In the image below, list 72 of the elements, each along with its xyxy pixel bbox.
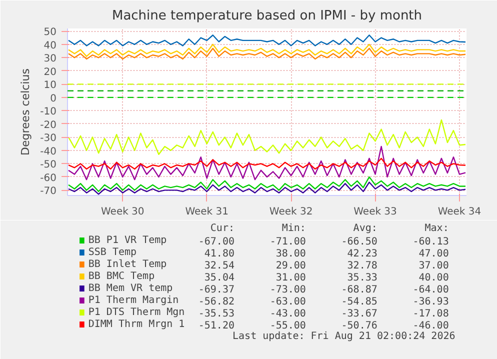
legend-label: P1 Therm Margin xyxy=(88,295,179,306)
text: -35.53 xyxy=(198,308,234,320)
y-tick-label: 0 xyxy=(50,93,57,104)
y-tick-label: -70 xyxy=(40,186,57,198)
y-tick-label: 50 xyxy=(44,27,57,38)
text: -17.08 xyxy=(412,308,449,320)
text: -46.00 xyxy=(412,320,449,332)
y-tick-label: -20 xyxy=(40,120,57,131)
text: Avg: xyxy=(353,223,378,234)
line-series xyxy=(68,48,466,60)
x-tick-label: Week 31 xyxy=(185,206,229,218)
y-tick-label: -40 xyxy=(40,146,57,158)
x-tick-label: Week 33 xyxy=(354,206,397,218)
text: -66.50 xyxy=(341,236,378,248)
legend-label: BB Mem VR temp xyxy=(88,283,173,294)
text: -51.20 xyxy=(198,320,234,332)
line-series xyxy=(68,146,466,180)
text: -64.00 xyxy=(412,284,449,296)
y-tick-label: -50 xyxy=(40,160,57,171)
y-tick-label: -30 xyxy=(40,133,57,144)
line-series xyxy=(68,34,466,46)
text: -36.93 xyxy=(412,296,449,308)
y-axis-title: Degrees celcius xyxy=(19,68,32,156)
text: -63.00 xyxy=(270,296,306,308)
text: -60.13 xyxy=(412,236,449,248)
text: -68.87 xyxy=(341,284,378,296)
line-series xyxy=(68,158,466,170)
y-tick-label: 30 xyxy=(44,54,57,65)
x-tick-label: Week 32 xyxy=(269,206,313,218)
y-tick-label: 20 xyxy=(44,66,57,78)
legend-label: BB Inlet Temp xyxy=(88,259,167,270)
text: Last update: Fri Aug 21 02:00:24 2026 xyxy=(232,331,456,342)
text: Min: xyxy=(282,223,306,234)
text: 32.54 xyxy=(204,260,234,272)
text: 41.80 xyxy=(204,248,234,260)
x-tick-label: Week 34 xyxy=(438,206,482,218)
text: 47.00 xyxy=(418,248,449,260)
text: 38.00 xyxy=(276,248,306,260)
text: Cur: xyxy=(210,223,234,234)
text: -73.00 xyxy=(270,284,306,296)
line-series xyxy=(68,44,466,57)
text: -56.82 xyxy=(198,296,234,308)
y-tick-label: -10 xyxy=(40,106,57,118)
legend-label: SSB Temp xyxy=(88,247,137,258)
text: -50.76 xyxy=(341,320,378,332)
text: -69.37 xyxy=(198,284,234,296)
line-series xyxy=(68,176,466,192)
legend-label: BB BMC Temp xyxy=(88,271,155,282)
y-tick-label: 40 xyxy=(44,40,57,52)
text: 32.78 xyxy=(347,260,378,272)
text: -71.00 xyxy=(270,236,306,248)
text: 35.04 xyxy=(204,272,234,284)
text: 29.00 xyxy=(276,260,306,272)
text: Max: xyxy=(424,223,449,234)
line-series xyxy=(68,119,466,156)
x-tick-label: Week 30 xyxy=(100,206,144,218)
text: 31.00 xyxy=(276,272,306,284)
text: -55.00 xyxy=(270,320,306,332)
text: 40.00 xyxy=(418,272,449,284)
legend-label: P1 DTS Therm Mgn xyxy=(88,307,185,318)
text: -67.00 xyxy=(198,236,234,248)
text: -43.00 xyxy=(270,308,306,320)
legend-label: DIMM Thrm Mrgn 1 xyxy=(88,319,185,330)
y-tick-label: -60 xyxy=(40,172,57,184)
text: -33.67 xyxy=(341,308,378,320)
text: 35.33 xyxy=(347,272,378,284)
text: 42.23 xyxy=(347,248,378,260)
chart-title: Machine temperature based on IPMI - by month xyxy=(112,8,422,24)
text: -54.85 xyxy=(341,296,378,308)
text: 37.00 xyxy=(418,260,449,272)
legend-label: BB P1 VR Temp xyxy=(88,235,167,246)
y-tick-label: 10 xyxy=(44,80,57,92)
